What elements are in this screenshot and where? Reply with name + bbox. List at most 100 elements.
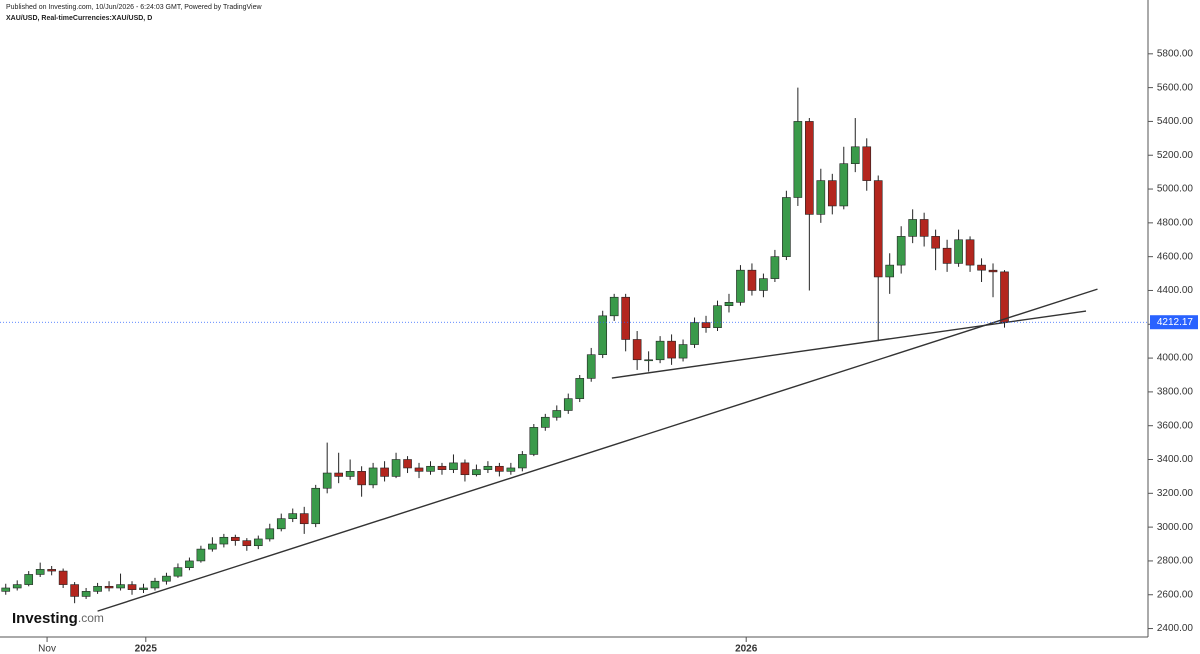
logo-name: Investing xyxy=(12,610,78,627)
candle-body xyxy=(908,219,917,237)
chart-title: Published on Investing.com, 10/Jun/2026 … xyxy=(6,4,262,11)
candle-body xyxy=(299,513,309,525)
candle-body xyxy=(311,487,321,525)
x-tick-label: 2025 xyxy=(135,644,158,654)
candle-body xyxy=(540,416,550,428)
candle-body xyxy=(690,322,699,345)
y-tick-label: 5400.00 xyxy=(1157,116,1194,127)
trendline xyxy=(97,288,1098,612)
y-tick-label: 3800.00 xyxy=(1157,387,1194,398)
candle-body xyxy=(839,163,849,207)
candle-body xyxy=(1,587,11,592)
candle-body xyxy=(368,467,378,486)
candle-body xyxy=(575,378,585,399)
candle-body xyxy=(827,180,837,207)
candle-body xyxy=(93,585,102,592)
candle-body xyxy=(104,585,114,589)
candle-body xyxy=(391,459,401,477)
y-tick-label: 3200.00 xyxy=(1157,488,1194,499)
candle-body xyxy=(276,518,286,530)
candle-body xyxy=(805,121,814,215)
candle-body xyxy=(185,560,194,568)
logo: Investing.com xyxy=(12,610,104,627)
candle-body xyxy=(357,471,366,486)
candle-body xyxy=(667,340,676,359)
x-tick-label: Nov xyxy=(38,644,56,654)
x-tick-label: 2026 xyxy=(735,644,758,654)
trendline xyxy=(611,310,1087,379)
candle-body xyxy=(896,236,906,266)
candle-body xyxy=(850,146,860,164)
candle-body xyxy=(265,528,275,540)
candle-body xyxy=(334,472,343,477)
candle-body xyxy=(816,180,826,215)
candle-body xyxy=(506,467,516,472)
candle-body xyxy=(655,340,665,361)
candle-body xyxy=(747,269,757,291)
candle-body xyxy=(644,359,653,362)
candle-body xyxy=(70,584,79,597)
y-tick-label: 5200.00 xyxy=(1157,150,1194,161)
candle-body xyxy=(449,462,458,470)
candle-body xyxy=(724,301,734,306)
candle-body xyxy=(598,315,608,356)
candle-body xyxy=(460,462,470,476)
y-tick-label: 5800.00 xyxy=(1157,48,1194,59)
y-tick-label: 5000.00 xyxy=(1157,184,1194,195)
logo-suffix: .com xyxy=(78,611,104,625)
y-tick-label: 2800.00 xyxy=(1157,556,1194,567)
candle-body xyxy=(322,472,332,489)
candle-body xyxy=(965,239,975,266)
y-tick-label: 2600.00 xyxy=(1157,589,1194,600)
candle-body xyxy=(208,543,217,550)
candle-body xyxy=(173,567,183,577)
candle-body xyxy=(931,236,940,249)
candle-body xyxy=(24,574,34,585)
candle-body xyxy=(518,454,527,469)
candle-body xyxy=(609,296,619,317)
candle-body xyxy=(472,469,481,476)
candle-body xyxy=(12,584,22,589)
candle-body xyxy=(127,584,137,590)
candle-body xyxy=(162,575,171,582)
candle-body xyxy=(380,467,389,477)
candle-body xyxy=(150,580,160,589)
candle-body xyxy=(288,513,298,519)
y-tick-label: 2400.00 xyxy=(1157,623,1194,634)
candle-body xyxy=(403,459,412,469)
candle-body xyxy=(483,465,493,470)
candle-body xyxy=(701,322,711,328)
candle-body xyxy=(988,269,998,273)
candle-body xyxy=(81,591,91,597)
candle-body xyxy=(495,465,504,472)
candle-body xyxy=(678,344,688,359)
candle-body xyxy=(885,264,895,278)
candle-body xyxy=(58,570,68,585)
candle-body xyxy=(736,269,745,303)
candle-body xyxy=(196,548,206,562)
y-tick-label: 5600.00 xyxy=(1157,82,1194,93)
candle-body xyxy=(942,247,952,264)
candle-body xyxy=(793,121,803,198)
candle-body xyxy=(759,278,768,291)
candle-body xyxy=(242,540,252,547)
candle-body xyxy=(621,296,630,340)
candle-body xyxy=(782,197,791,257)
candle-body xyxy=(437,465,447,470)
candle-body xyxy=(345,471,355,477)
candle-body xyxy=(253,538,263,547)
candle-body xyxy=(873,180,883,278)
candle-body xyxy=(426,465,435,472)
y-tick-label: 3600.00 xyxy=(1157,420,1194,431)
candle-body xyxy=(632,339,642,361)
candle-body xyxy=(919,219,929,237)
candle-body xyxy=(862,146,872,181)
candle-body xyxy=(713,305,722,328)
candle-body xyxy=(116,584,125,589)
last-price-box xyxy=(1150,315,1198,330)
y-tick-label: 4000.00 xyxy=(1157,353,1194,364)
candle-body xyxy=(586,354,596,379)
candle-body xyxy=(139,587,148,590)
candle-body xyxy=(47,569,56,572)
